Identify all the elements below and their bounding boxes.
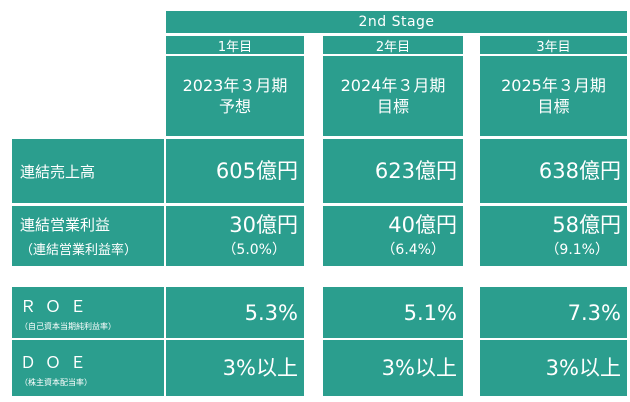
value-roe-1: 5.3% xyxy=(166,287,304,338)
value-op-profit-3: 58億円 （9.1%） xyxy=(480,206,627,266)
year-label-3: 3年目 xyxy=(480,36,627,55)
value-text: 7.3% xyxy=(567,300,621,325)
value-sales-1: 605億円 xyxy=(166,139,304,203)
value-sales-2: 623億円 xyxy=(323,139,463,203)
year-label-1: 1年目 xyxy=(166,36,304,55)
row-label-doe: ＤＯＥ （株主資本配当率） xyxy=(12,340,164,396)
value-doe-1: 3%以上 xyxy=(166,340,304,396)
row-label-text: ＤＯＥ xyxy=(20,352,96,372)
period-line2: 目標 xyxy=(537,97,570,116)
period-header-3: 2025年３月期 目標 xyxy=(480,56,627,136)
rate-text: （5.0%） xyxy=(222,242,286,258)
value-text: 605億円 xyxy=(215,159,298,183)
row-label-text: ＲＯＥ xyxy=(20,297,96,316)
value-text: 5.3% xyxy=(244,300,298,325)
year-label-text: 1年目 xyxy=(217,39,253,55)
row-label-text: 連結営業利益 xyxy=(20,216,111,234)
period-line1: 2024年３月期 xyxy=(340,76,446,95)
rate-text: （6.4%） xyxy=(381,242,445,258)
value-doe-2: 3%以上 xyxy=(323,340,463,396)
row-label-sales: 連結売上高 xyxy=(12,139,164,203)
period-header-2: 2024年３月期 目標 xyxy=(323,56,463,136)
value-text: 40億円 xyxy=(388,213,457,237)
row-label-op-profit: 連結営業利益 （連結営業利益率） xyxy=(12,206,164,266)
period-line2: 予想 xyxy=(218,97,251,116)
year-label-2: 2年目 xyxy=(323,36,463,55)
value-op-profit-1: 30億円 （5.0%） xyxy=(166,206,304,266)
row-sublabel-text: （株主資本配当率） xyxy=(20,377,92,387)
stage-title: 2nd Stage xyxy=(358,14,435,30)
period-line1: 2025年３月期 xyxy=(501,76,606,95)
rate-text: （9.1%） xyxy=(545,242,609,258)
year-label-text: 3年目 xyxy=(536,39,571,55)
value-text: 3%以上 xyxy=(545,356,621,380)
value-text: 638億円 xyxy=(538,159,621,183)
value-text: 30億円 xyxy=(229,213,298,237)
value-op-profit-2: 40億円 （6.4%） xyxy=(323,206,463,266)
value-roe-3: 7.3% xyxy=(480,287,627,338)
row-label-roe: ＲＯＥ （自己資本当期純利益率） xyxy=(12,287,164,338)
period-header-1: 2023年３月期 予想 xyxy=(166,56,304,136)
row-sublabel-text: （自己資本当期純利益率） xyxy=(20,322,116,331)
period-line1: 2023年３月期 xyxy=(182,76,288,95)
value-text: 623億円 xyxy=(374,159,457,183)
row-label-text: 連結売上高 xyxy=(20,162,96,181)
value-text: 3%以上 xyxy=(381,356,457,380)
value-text: 5.1% xyxy=(403,300,457,325)
value-roe-2: 5.1% xyxy=(323,287,463,338)
value-text: 3%以上 xyxy=(222,356,298,380)
stage-header: 2nd Stage xyxy=(166,11,627,33)
year-label-text: 2年目 xyxy=(375,39,411,55)
value-sales-3: 638億円 xyxy=(480,139,627,203)
row-sublabel-text: （連結営業利益率） xyxy=(20,243,138,258)
period-line2: 目標 xyxy=(376,97,409,116)
value-text: 58億円 xyxy=(552,213,621,237)
value-doe-3: 3%以上 xyxy=(480,340,627,396)
